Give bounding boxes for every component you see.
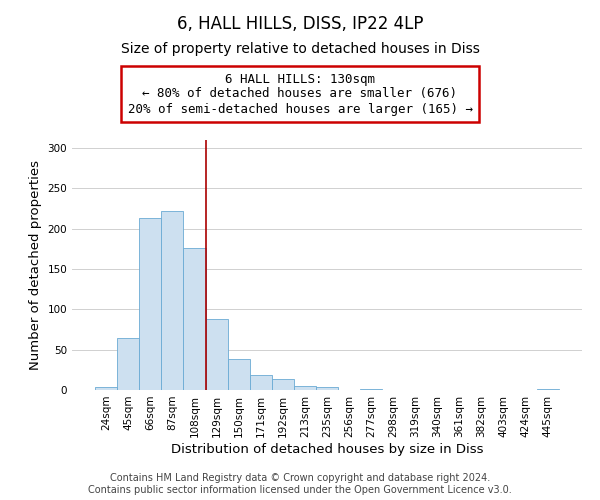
Bar: [206, 319, 227, 390]
Text: Contains HM Land Registry data © Crown copyright and database right 2024.
Contai: Contains HM Land Registry data © Crown c…: [88, 474, 512, 495]
Bar: [139, 218, 161, 390]
Bar: [294, 386, 316, 390]
Bar: [161, 211, 184, 390]
Bar: [95, 387, 117, 390]
Text: Size of property relative to detached houses in Diss: Size of property relative to detached ho…: [121, 42, 479, 56]
Bar: [117, 338, 139, 390]
Bar: [272, 378, 294, 390]
Y-axis label: Number of detached properties: Number of detached properties: [29, 160, 42, 370]
Bar: [316, 387, 338, 390]
Bar: [250, 374, 272, 390]
Bar: [537, 389, 559, 390]
Text: 6, HALL HILLS, DISS, IP22 4LP: 6, HALL HILLS, DISS, IP22 4LP: [177, 15, 423, 33]
X-axis label: Distribution of detached houses by size in Diss: Distribution of detached houses by size …: [171, 442, 483, 456]
Text: 6 HALL HILLS: 130sqm
← 80% of detached houses are smaller (676)
20% of semi-deta: 6 HALL HILLS: 130sqm ← 80% of detached h…: [128, 72, 473, 116]
Bar: [227, 358, 250, 390]
Bar: [360, 389, 382, 390]
Bar: [184, 248, 206, 390]
